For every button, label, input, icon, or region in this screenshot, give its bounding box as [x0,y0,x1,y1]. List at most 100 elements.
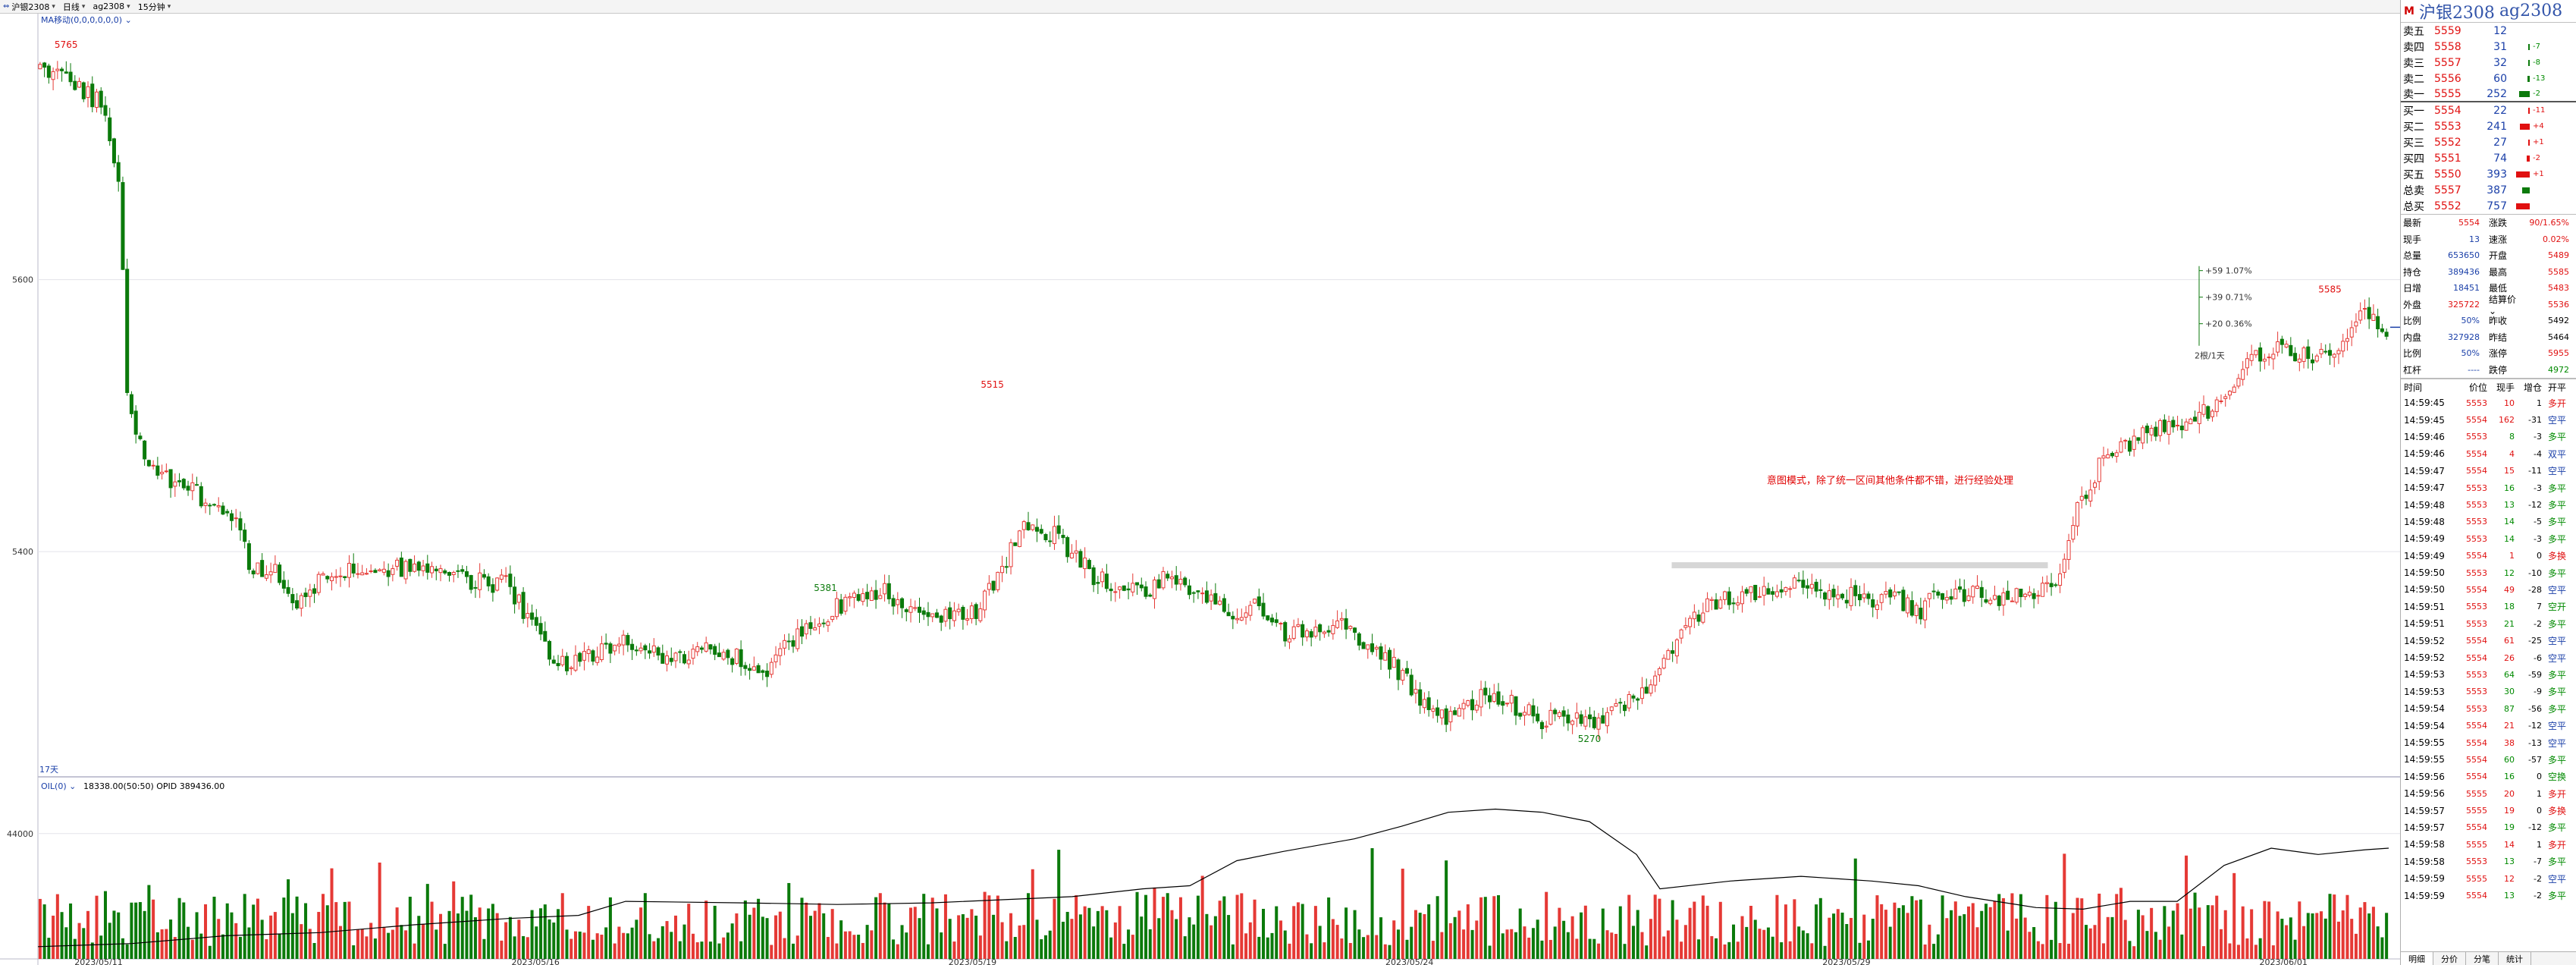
tick-volume: 162 [2499,415,2515,426]
toolbar-interval-dropdown[interactable]: 15分钟 ▾ [138,1,171,13]
candle-body [1888,589,1893,598]
ma-indicator-label[interactable]: MA移动(0,0,0,0,0,0) ⌄ [41,15,132,25]
orderbook-row[interactable]: 卖一 5555 252 -2 [2401,86,2576,102]
orderbook-row[interactable]: 卖三 5557 32 -8 [2401,55,2576,71]
candle-body [1026,522,1031,530]
volume-bar [1396,929,1400,959]
volume-bar [2128,941,2132,959]
tick-row[interactable]: 14:59:53 5553 64 -59 多平 [2401,666,2576,683]
stat-key[interactable]: 结算价 ⌄ [2489,294,2517,316]
tick-row[interactable]: 14:59:58 5555 14 1 多开 [2401,836,2576,853]
tick-row[interactable]: 14:59:53 5553 30 -9 多平 [2401,684,2576,700]
tick-row[interactable]: 14:59:57 5555 19 0 多换 [2401,802,2576,819]
candle-body [651,645,656,653]
volume-bar [1457,910,1461,959]
tick-row[interactable]: 14:59:48 5553 13 -12 多平 [2401,496,2576,513]
candle-body [1857,594,1862,601]
candle-body [530,612,535,620]
orderbook-row[interactable]: 买三 5552 27 +1 [2401,134,2576,150]
tick-row[interactable]: 14:59:51 5553 18 7 空开 [2401,599,2576,615]
toolbar-code-dropdown[interactable]: ag2308 ▾ [93,2,130,11]
stat-value: 4972 [2548,364,2569,375]
orderbook-row[interactable]: 卖二 5556 60 -13 [2401,71,2576,86]
tick-delta: 0 [2537,772,2542,782]
tick-row[interactable]: 14:59:50 5553 12 -10 多平 [2401,564,2576,581]
orderbook-row[interactable]: 卖四 5558 31 -7 [2401,39,2576,55]
candle-body [2006,590,2010,600]
tick-row[interactable]: 14:59:49 5554 1 0 多换 [2401,548,2576,564]
tick-row[interactable]: 14:59:48 5553 14 -5 多平 [2401,514,2576,530]
tick-row[interactable]: 14:59:58 5553 13 -7 多平 [2401,853,2576,870]
tick-row[interactable]: 14:59:55 5554 38 -13 空平 [2401,734,2576,751]
orderbook-label: 卖二 [2403,73,2424,86]
orderbook-row[interactable]: 买二 5553 241 +4 [2401,118,2576,134]
extreme-price-label: 5585 [2318,284,2342,295]
tick-row[interactable]: 14:59:50 5554 49 -28 空平 [2401,581,2576,598]
orderbook-row[interactable]: 买五 5550 393 +1 [2401,166,2576,182]
tick-row[interactable]: 14:59:56 5554 16 0 空换 [2401,769,2576,785]
tick-row[interactable]: 14:59:54 5554 21 -12 空平 [2401,717,2576,734]
candle-body [761,670,765,673]
tick-type: 多平 [2548,567,2567,579]
tick-row[interactable]: 14:59:52 5554 61 -25 空平 [2401,632,2576,649]
sidebar-tab[interactable]: 分笔 [2466,952,2499,965]
volume-bar [735,913,739,959]
toolbar-symbol-dropdown[interactable]: ⇔ 沪银2308 ▾ [3,1,55,13]
sidebar-tab[interactable]: 统计 [2499,952,2531,965]
tick-row[interactable]: 14:59:56 5555 20 1 多开 [2401,785,2576,802]
volume-bar [2171,910,2175,959]
tick-row[interactable]: 14:59:46 5554 4 -4 双平 [2401,445,2576,462]
tick-type: 多平 [2548,500,2567,511]
orderbook-row[interactable]: 卖五 5559 12 [2401,23,2576,39]
tick-row[interactable]: 14:59:45 5554 162 -31 空平 [2401,411,2576,428]
volume-bar [1988,907,1992,959]
candle-body [1083,558,1087,570]
candle-body [1109,588,1113,592]
candle-body [526,613,530,618]
volume-bar [2193,892,2197,959]
tick-row[interactable]: 14:59:57 5554 19 -12 多平 [2401,819,2576,836]
orderbook-row[interactable]: 买一 5554 22 -11 [2401,102,2576,118]
volume-bar [913,907,917,959]
toolbar-period-dropdown[interactable]: 日线 ▾ [63,1,86,13]
tick-row[interactable]: 14:59:59 5555 12 -2 空平 [2401,870,2576,887]
tick-row[interactable]: 14:59:51 5553 21 -2 多平 [2401,615,2576,632]
orderbook-row[interactable]: 买四 5551 74 -2 [2401,150,2576,166]
volume-bar [1658,898,1661,959]
tick-delta: 1 [2537,839,2542,850]
sidebar-tab[interactable]: 明细 [2401,952,2433,965]
tick-time: 14:59:45 [2404,414,2445,426]
volume-bar [121,938,124,959]
tick-row[interactable]: 14:59:45 5553 10 1 多开 [2401,394,2576,411]
tick-row[interactable]: 14:59:54 5553 87 -56 多平 [2401,700,2576,717]
tick-row[interactable]: 14:59:49 5553 14 -3 多平 [2401,530,2576,547]
kline-chart[interactable]: 5400 5600 44000 MA移动(0,0,0,0,0,0) ⌄ 17天 OIL(0… [0,14,2400,965]
tick-volume: 4 [2509,448,2515,459]
candle-body [1213,593,1218,605]
sidebar-tab[interactable]: 分价 [2433,952,2466,965]
candle-body [160,471,165,475]
orderbook-bar-fill [2527,155,2530,162]
tick-type: 多开 [2548,788,2567,800]
candle-body [1992,595,1997,600]
volume-bar [1501,933,1504,959]
tick-row[interactable]: 14:59:46 5553 8 -3 多平 [2401,429,2576,445]
tick-row[interactable]: 14:59:47 5554 15 -11 空平 [2401,463,2576,479]
volume-bar [2076,897,2079,959]
orderbook-change: -8 [2533,58,2540,67]
candle-body [290,594,295,604]
volume-bar [1614,934,1618,959]
tick-row[interactable]: 14:59:55 5554 60 -57 多平 [2401,751,2576,768]
candle-body [2319,348,2323,354]
ticks-list[interactable]: 14:59:45 5553 10 1 多开 14:59:45 5554 162 -31 空平 14:… [2401,394,2576,904]
tick-row[interactable]: 14:59:47 5553 16 -3 多平 [2401,479,2576,496]
tick-row[interactable]: 14:59:52 5554 26 -6 空平 [2401,649,2576,666]
tick-time: 14:59:58 [2404,839,2445,850]
volume-bar [482,938,486,959]
sub-indicator-label[interactable]: OIL(0) ⌄ [41,781,76,791]
volume-bar [2006,930,2010,959]
chart-area[interactable]: 5400 5600 44000 MA移动(0,0,0,0,0,0) ⌄ 17天 OIL(0… [0,14,2400,965]
volume-bar [1118,906,1122,959]
volume-bar [1366,935,1370,959]
tick-row[interactable]: 14:59:59 5554 13 -2 多平 [2401,887,2576,904]
